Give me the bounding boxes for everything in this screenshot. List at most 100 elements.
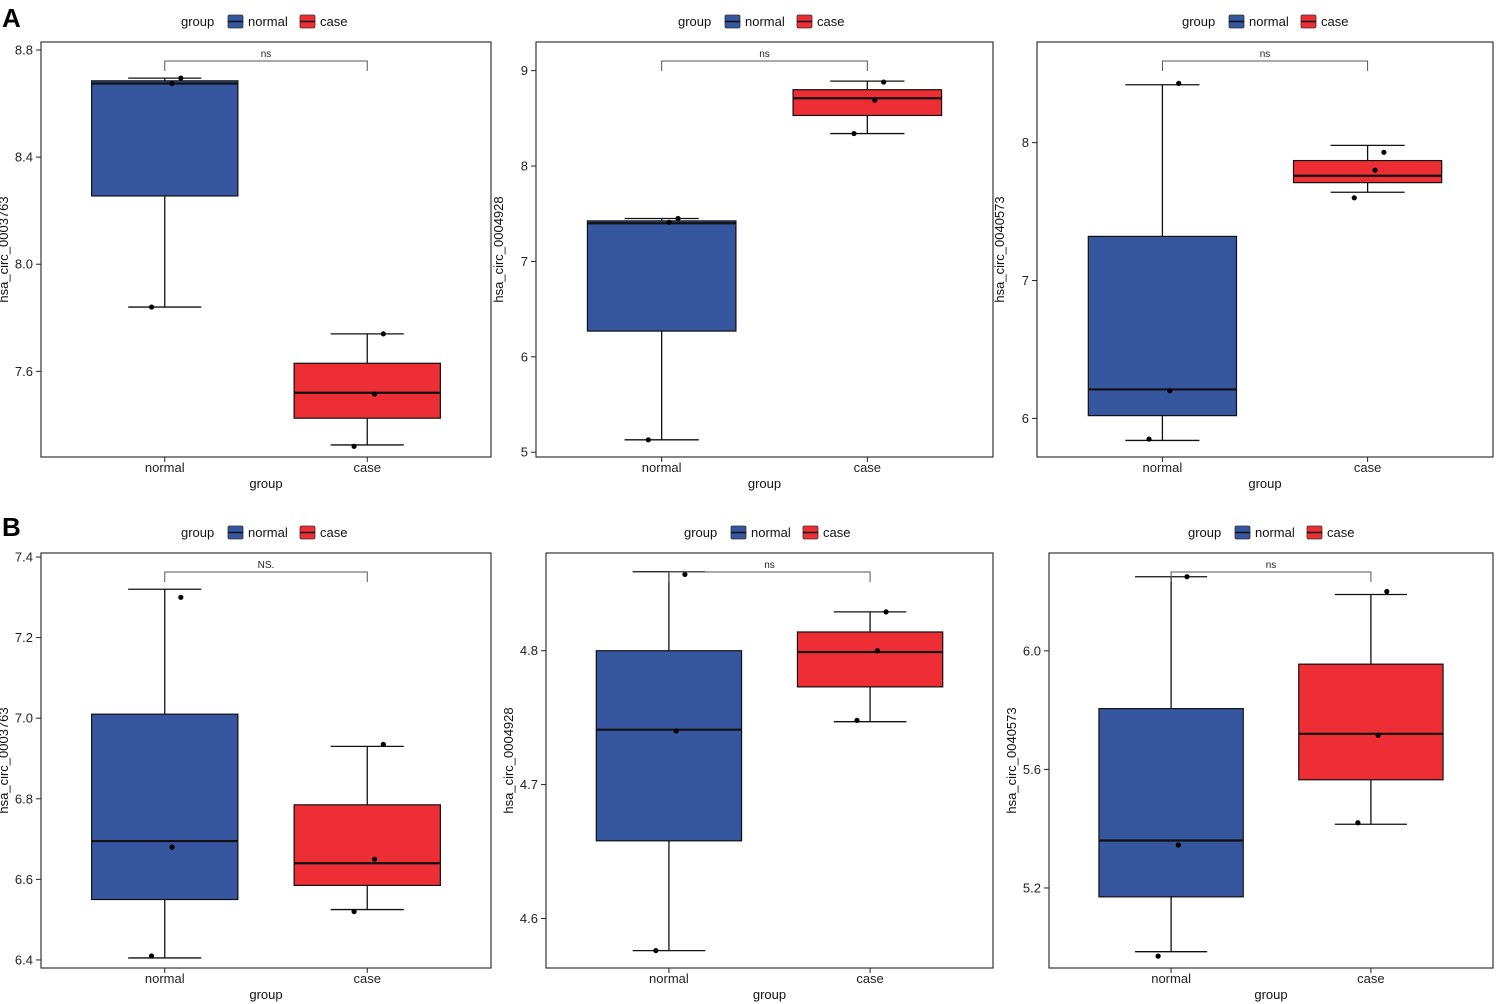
box-normal (91, 75, 239, 310)
legend-label-normal: normal (751, 525, 791, 540)
y-tick-label: 6.6 (15, 872, 33, 887)
y-tick-label: 5 (521, 445, 528, 460)
y-tick-label: 7.2 (15, 630, 33, 645)
legend: group normal case (678, 14, 844, 29)
box-body (1292, 159, 1443, 184)
box-body (91, 713, 239, 901)
data-point (1381, 149, 1387, 155)
y-axis-title: hsa_circ_0003763 (0, 196, 11, 302)
y-tick-label: 7.4 (15, 550, 33, 565)
x-tick-label-normal: normal (1151, 971, 1191, 986)
significance-bracket (661, 60, 868, 71)
significance-label: ns (1260, 49, 1271, 60)
x-tick-label-normal: normal (649, 971, 689, 986)
box-case (796, 609, 944, 723)
box-body (595, 650, 743, 842)
legend-label-case: case (320, 14, 347, 29)
plot-frame (40, 41, 492, 458)
data-point (1175, 842, 1181, 848)
legend: group normal case (1182, 14, 1348, 29)
y-tick-label: 4.6 (520, 911, 538, 926)
significance-label: ns (759, 49, 770, 60)
data-point (675, 215, 681, 222)
x-axis-title: group (249, 476, 282, 491)
y-tick-label: 4.8 (520, 643, 538, 658)
box-case (1298, 588, 1444, 826)
y-tick-label: 4.7 (520, 777, 538, 792)
x-axis-title: group (748, 476, 781, 491)
legend: group normal case (181, 14, 347, 29)
plot-frame (545, 552, 994, 969)
data-point (169, 80, 175, 87)
box-body (1087, 235, 1238, 417)
legend-label-case: case (320, 525, 347, 540)
box-body (293, 362, 441, 419)
data-point (666, 219, 672, 225)
data-point (380, 741, 386, 747)
legend: group normal case (684, 525, 850, 540)
y-tick-label: 6.0 (1023, 643, 1041, 658)
x-tick-label-normal: normal (642, 460, 682, 475)
legend-label-normal: normal (248, 525, 288, 540)
significance-label: NS. (258, 560, 275, 571)
y-tick-label: 7 (521, 254, 528, 269)
y-tick-label: 6 (521, 349, 528, 364)
data-point (351, 908, 357, 915)
legend-label-case: case (1321, 14, 1348, 29)
box-normal (595, 571, 743, 954)
legend-title: group (684, 525, 717, 540)
data-point (881, 79, 887, 85)
box-case (1292, 144, 1443, 201)
data-point (645, 437, 651, 443)
box-body (792, 89, 943, 117)
y-axis-title: hsa_circ_0040573 (1004, 707, 1019, 813)
x-tick-label-case: case (354, 971, 381, 986)
significance-label: ns (261, 49, 272, 60)
y-tick-label: 5.6 (1023, 762, 1041, 777)
data-point (169, 844, 175, 850)
data-point (872, 97, 878, 103)
plot-frame (1048, 552, 1494, 969)
y-axis-title: hsa_circ_0003763 (0, 707, 11, 813)
box-body (796, 631, 944, 688)
y-axis-title: hsa_circ_0040573 (992, 196, 1007, 302)
x-tick-label-normal: normal (145, 460, 185, 475)
legend: group normal case (1188, 525, 1354, 540)
significance-bracket (164, 60, 368, 71)
data-point (380, 331, 386, 337)
data-point (178, 594, 184, 600)
y-tick-label: 7.6 (15, 364, 33, 379)
legend-label-normal: normal (248, 14, 288, 29)
legend-title: group (181, 14, 214, 29)
panel-label-a: A (2, 3, 21, 33)
legend-title: group (678, 14, 711, 29)
box-body (1298, 663, 1444, 781)
legend-label-case: case (823, 525, 850, 540)
legend-title: group (1182, 14, 1215, 29)
legend-label-case: case (1327, 525, 1354, 540)
box-body (293, 804, 441, 887)
y-axis-title: hsa_circ_0004928 (501, 707, 516, 813)
data-point (1355, 820, 1361, 826)
data-point (1372, 167, 1378, 173)
legend-label-normal: normal (1249, 14, 1289, 29)
plot-frame (40, 552, 492, 969)
box-body (1098, 708, 1244, 898)
data-point (1176, 80, 1182, 86)
x-tick-label-case: case (856, 971, 883, 986)
y-tick-label: 8.8 (15, 43, 33, 58)
significance-label: ns (1266, 560, 1277, 571)
x-axis-title: group (1248, 476, 1281, 491)
data-point (1351, 195, 1357, 201)
boxplot-chart-4: 6.46.66.87.07.27.4hsa_circ_0003763normal… (0, 525, 492, 1002)
x-tick-label-case: case (354, 460, 381, 475)
plot-frame (535, 41, 994, 458)
x-axis-title: group (249, 987, 282, 1002)
data-point (682, 571, 688, 578)
significance-label: ns (764, 560, 775, 571)
data-point (1167, 388, 1173, 394)
